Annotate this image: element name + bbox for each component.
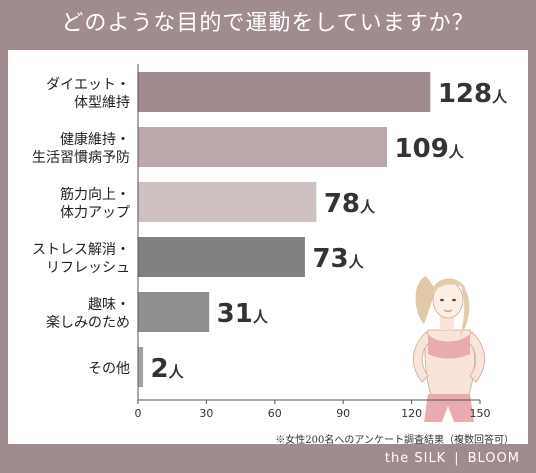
bar (138, 347, 144, 387)
brand-logo: the SILK | BLOOM (0, 444, 536, 473)
value-number: 128 (438, 79, 492, 109)
category-label: 生活習慣病予防 (32, 149, 130, 166)
value-label: 2人 (151, 354, 185, 384)
bar (138, 127, 388, 167)
x-tick-label: 90 (336, 407, 350, 420)
brand-left: the SILK (384, 451, 447, 466)
value-number: 78 (324, 189, 360, 219)
category-label: 楽しみのため (46, 315, 130, 331)
value-label: 31人 (217, 299, 269, 329)
value-label: 78人 (324, 189, 376, 219)
category-label: ストレス解消・ (32, 242, 130, 258)
value-number: 109 (395, 134, 449, 164)
value-label: 73人 (312, 244, 364, 274)
x-tick-label: 0 (135, 407, 142, 420)
chart-panel: 0 30 60 90 120 150 ダイエット・ 体型維持 128人 健康維持・ 生活習慣病予防 1… (8, 50, 528, 446)
value-unit: 人 (492, 88, 508, 106)
bar (138, 237, 305, 277)
category-label: 体型維持 (74, 95, 130, 111)
survey-note: ※女性200名へのアンケート調査結果（複数回答可） (275, 435, 514, 446)
value-label: 109人 (395, 134, 465, 164)
woman-illustration (413, 276, 485, 422)
value-label: 128人 (438, 79, 508, 109)
category-label: 筋力向上・ (60, 186, 130, 203)
value-unit: 人 (349, 253, 365, 271)
category-label: 趣味・ (88, 297, 130, 313)
category-label: 体力アップ (60, 205, 130, 221)
value-number: 73 (312, 244, 348, 274)
value-unit: 人 (253, 308, 269, 326)
category-label: その他 (88, 361, 130, 377)
chart-title: どのような目的で運動をしていますか？ (61, 11, 475, 36)
category-label: ダイエット・ (46, 77, 130, 93)
x-tick-label: 30 (199, 407, 213, 420)
value-unit: 人 (169, 363, 185, 381)
brand-separator: | (454, 451, 460, 466)
x-tick-label: 120 (401, 407, 422, 420)
value-unit: 人 (449, 143, 465, 161)
bar (138, 292, 210, 332)
x-tick-label: 60 (268, 407, 282, 420)
bar (138, 182, 317, 222)
brand-right: BLOOM (467, 451, 520, 466)
x-tick-label: 150 (470, 407, 491, 420)
bar (138, 72, 431, 112)
value-number: 2 (151, 354, 169, 384)
value-unit: 人 (360, 198, 376, 216)
category-label: リフレッシュ (46, 260, 130, 276)
value-number: 31 (217, 299, 253, 329)
category-label: 健康維持・ (60, 131, 130, 148)
